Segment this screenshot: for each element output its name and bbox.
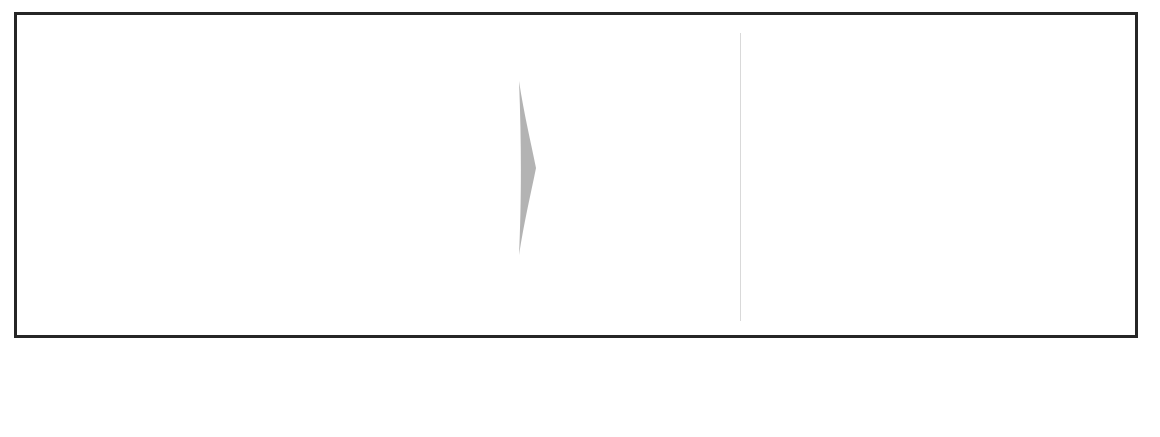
legend-item-si (276, 279, 293, 290)
bar-row (517, 36, 751, 94)
donut-chart (204, 81, 396, 273)
transition-arrow-icon (515, 75, 541, 259)
figure-panel (14, 12, 1138, 338)
legend-swatch-si-icon (276, 279, 287, 290)
donut-legend (204, 279, 396, 290)
bar-axis-line (740, 33, 741, 321)
legend-swatch-no-icon (308, 279, 319, 290)
legend-item-no (308, 279, 325, 290)
bar-row (517, 108, 751, 166)
bar-row (517, 253, 751, 311)
bar-row (517, 181, 751, 239)
donut-hole (255, 132, 345, 222)
